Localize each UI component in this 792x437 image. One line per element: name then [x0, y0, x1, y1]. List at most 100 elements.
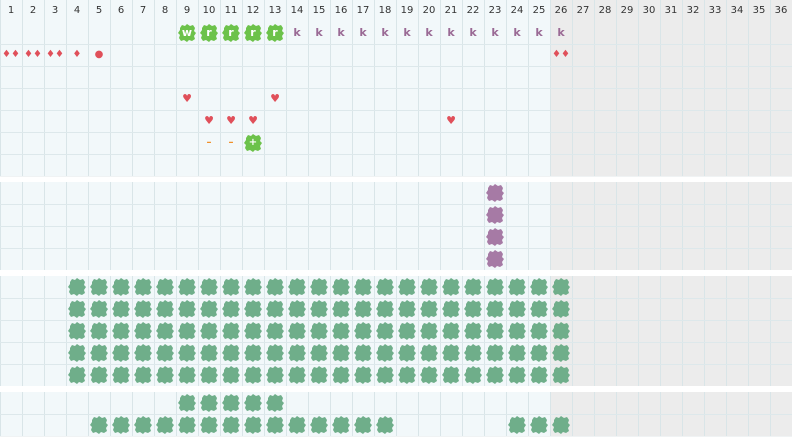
- drop-cell[interactable]: ●: [88, 44, 110, 66]
- green-cell[interactable]: [418, 364, 440, 386]
- drop-cell[interactable]: ♦♦: [550, 44, 572, 66]
- green-cell[interactable]: [374, 298, 396, 320]
- green-cell[interactable]: [220, 392, 242, 414]
- column-header[interactable]: 19: [400, 5, 414, 16]
- column-header[interactable]: 2: [29, 5, 37, 16]
- green-cell[interactable]: [484, 342, 506, 364]
- green-letter-cell[interactable]: r: [220, 22, 242, 44]
- column-header[interactable]: 23: [488, 5, 502, 16]
- green-cell[interactable]: [88, 414, 110, 436]
- column-header[interactable]: 24: [510, 5, 524, 16]
- green-cell[interactable]: [528, 320, 550, 342]
- green-cell[interactable]: [352, 342, 374, 364]
- green-cell[interactable]: [396, 298, 418, 320]
- green-cell[interactable]: [154, 320, 176, 342]
- column-header[interactable]: 17: [356, 5, 370, 16]
- column-header[interactable]: 8: [161, 5, 169, 16]
- green-cell[interactable]: [264, 414, 286, 436]
- green-cell[interactable]: [264, 276, 286, 298]
- drop-cell[interactable]: ♦♦: [22, 44, 44, 66]
- green-cell[interactable]: [550, 414, 572, 436]
- green-cell[interactable]: [462, 364, 484, 386]
- green-cell[interactable]: [286, 276, 308, 298]
- green-cell[interactable]: [66, 276, 88, 298]
- green-cell[interactable]: [440, 342, 462, 364]
- green-cell[interactable]: [462, 298, 484, 320]
- green-cell[interactable]: [352, 364, 374, 386]
- green-cell[interactable]: [110, 364, 132, 386]
- column-header[interactable]: 5: [95, 5, 103, 16]
- green-cell[interactable]: [286, 364, 308, 386]
- green-cell[interactable]: [88, 342, 110, 364]
- green-cell[interactable]: [352, 414, 374, 436]
- letter-cell[interactable]: k: [550, 22, 572, 44]
- column-header[interactable]: 30: [642, 5, 656, 16]
- green-cell[interactable]: [110, 414, 132, 436]
- heart-cell[interactable]: ♥: [242, 110, 264, 132]
- green-cell[interactable]: [330, 298, 352, 320]
- heart-cell[interactable]: ♥: [176, 88, 198, 110]
- purple-cell[interactable]: [484, 248, 506, 270]
- heart-cell[interactable]: ♥: [264, 88, 286, 110]
- marker-cell[interactable]: –: [220, 132, 242, 154]
- purple-cell[interactable]: [484, 226, 506, 248]
- green-cell[interactable]: [154, 414, 176, 436]
- green-cell[interactable]: [176, 364, 198, 386]
- green-cell[interactable]: [374, 342, 396, 364]
- green-cell[interactable]: [286, 342, 308, 364]
- green-cell[interactable]: [462, 276, 484, 298]
- green-cell[interactable]: [110, 298, 132, 320]
- purple-cell[interactable]: [484, 182, 506, 204]
- green-cell[interactable]: [264, 342, 286, 364]
- green-cell[interactable]: [308, 414, 330, 436]
- green-cell[interactable]: [506, 342, 528, 364]
- green-cell[interactable]: [88, 364, 110, 386]
- green-cell[interactable]: [308, 298, 330, 320]
- green-letter-cell[interactable]: w: [176, 22, 198, 44]
- letter-cell[interactable]: k: [484, 22, 506, 44]
- green-cell[interactable]: [110, 342, 132, 364]
- green-cell[interactable]: [440, 276, 462, 298]
- column-header[interactable]: 25: [532, 5, 546, 16]
- letter-cell[interactable]: k: [506, 22, 528, 44]
- column-header[interactable]: 18: [378, 5, 392, 16]
- column-header[interactable]: 26: [554, 5, 568, 16]
- green-cell[interactable]: [66, 298, 88, 320]
- marker-cell[interactable]: +: [242, 132, 264, 154]
- green-cell[interactable]: [264, 392, 286, 414]
- green-cell[interactable]: [418, 342, 440, 364]
- green-cell[interactable]: [198, 342, 220, 364]
- green-cell[interactable]: [154, 276, 176, 298]
- green-cell[interactable]: [154, 298, 176, 320]
- green-cell[interactable]: [88, 320, 110, 342]
- drop-cell[interactable]: ♦♦: [0, 44, 22, 66]
- letter-cell[interactable]: k: [352, 22, 374, 44]
- green-cell[interactable]: [506, 414, 528, 436]
- green-cell[interactable]: [440, 298, 462, 320]
- green-cell[interactable]: [132, 342, 154, 364]
- green-cell[interactable]: [176, 320, 198, 342]
- green-cell[interactable]: [110, 276, 132, 298]
- column-header[interactable]: 1: [7, 5, 15, 16]
- column-header[interactable]: 10: [202, 5, 216, 16]
- green-cell[interactable]: [308, 364, 330, 386]
- green-cell[interactable]: [330, 320, 352, 342]
- green-cell[interactable]: [242, 392, 264, 414]
- green-cell[interactable]: [132, 364, 154, 386]
- green-cell[interactable]: [440, 364, 462, 386]
- green-cell[interactable]: [66, 364, 88, 386]
- letter-cell[interactable]: k: [528, 22, 550, 44]
- green-cell[interactable]: [550, 342, 572, 364]
- column-header[interactable]: 32: [686, 5, 700, 16]
- green-cell[interactable]: [176, 298, 198, 320]
- green-cell[interactable]: [352, 320, 374, 342]
- column-header[interactable]: 36: [774, 5, 788, 16]
- green-cell[interactable]: [242, 364, 264, 386]
- green-cell[interactable]: [198, 414, 220, 436]
- green-cell[interactable]: [264, 320, 286, 342]
- green-cell[interactable]: [198, 276, 220, 298]
- green-cell[interactable]: [550, 298, 572, 320]
- column-header[interactable]: 13: [268, 5, 282, 16]
- green-cell[interactable]: [506, 364, 528, 386]
- green-letter-cell[interactable]: r: [264, 22, 286, 44]
